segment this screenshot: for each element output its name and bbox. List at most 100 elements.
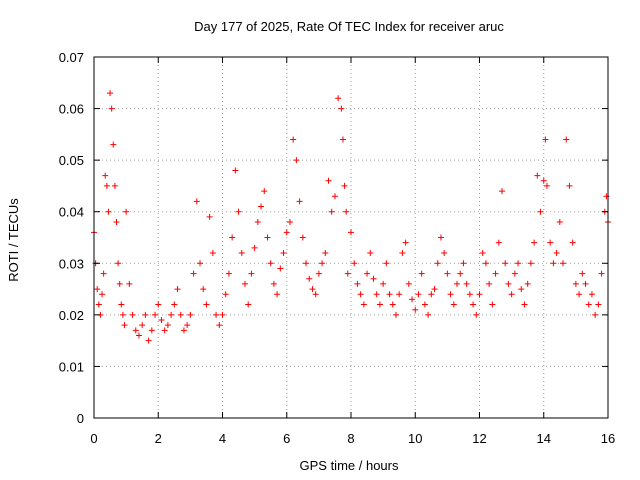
data-point: [492, 270, 499, 277]
data-point: [470, 301, 477, 308]
data-point: [164, 322, 171, 329]
data-point: [566, 182, 573, 189]
data-point: [386, 291, 393, 298]
data-point: [412, 306, 419, 313]
x-tick-label: 4: [219, 431, 226, 446]
data-point: [111, 182, 118, 189]
data-point: [229, 234, 236, 241]
data-point: [476, 291, 483, 298]
data-point: [213, 311, 220, 318]
data-point: [108, 105, 115, 112]
data-point: [521, 301, 528, 308]
data-point: [588, 291, 595, 298]
data-point: [335, 95, 342, 102]
data-point: [534, 172, 541, 179]
data-point: [254, 219, 261, 226]
data-point: [216, 322, 223, 329]
data-point: [389, 301, 396, 308]
data-point: [421, 301, 428, 308]
data-point: [264, 234, 271, 241]
data-point: [405, 280, 412, 287]
data-point: [296, 198, 303, 205]
data-point: [556, 219, 563, 226]
data-point: [447, 291, 454, 298]
y-tick-label: 0.03: [59, 256, 84, 271]
data-point: [123, 208, 130, 215]
data-point: [542, 136, 549, 143]
data-point: [508, 291, 515, 298]
data-point: [505, 280, 512, 287]
x-tick-label: 6: [283, 431, 290, 446]
data-point: [572, 280, 579, 287]
y-tick-label: 0: [77, 411, 84, 426]
data-point: [595, 301, 602, 308]
data-point: [409, 296, 416, 303]
data-point: [306, 275, 313, 282]
data-point: [219, 311, 226, 318]
data-point: [354, 280, 361, 287]
data-point: [274, 291, 281, 298]
data-point: [193, 198, 200, 205]
x-tick-label: 12: [472, 431, 486, 446]
data-point: [267, 260, 274, 267]
data-point: [473, 311, 480, 318]
data-point: [110, 141, 117, 148]
data-point: [280, 249, 287, 256]
data-point: [418, 270, 425, 277]
data-point: [579, 270, 586, 277]
data-point: [187, 311, 194, 318]
data-point: [460, 260, 467, 267]
data-point: [338, 105, 345, 112]
data-point: [563, 136, 570, 143]
axis-ticks: [93, 56, 609, 419]
data-point: [444, 270, 451, 277]
data-point: [598, 270, 605, 277]
data-point: [396, 291, 403, 298]
data-point: [290, 136, 297, 143]
data-point: [547, 239, 554, 246]
data-point: [180, 327, 187, 334]
data-point: [190, 270, 197, 277]
data-point: [531, 239, 538, 246]
x-axis-label: GPS time / hours: [300, 458, 399, 473]
data-point: [245, 301, 252, 308]
data-point: [482, 260, 489, 267]
data-point: [129, 311, 136, 318]
data-point: [299, 234, 306, 241]
data-point: [100, 270, 107, 277]
data-point: [328, 208, 335, 215]
data-point: [116, 280, 123, 287]
data-point: [343, 208, 350, 215]
data-point: [171, 301, 178, 308]
data-point: [585, 301, 592, 308]
data-point: [312, 291, 319, 298]
data-point: [502, 260, 509, 267]
data-point: [94, 286, 101, 293]
data-point: [537, 208, 544, 215]
y-tick-label: 0.06: [59, 102, 84, 117]
data-point: [360, 301, 367, 308]
x-tick-label: 10: [408, 431, 422, 446]
data-point: [392, 311, 399, 318]
data-point: [495, 239, 502, 246]
data-point: [115, 260, 122, 267]
data-point: [303, 260, 310, 267]
data-point: [373, 291, 380, 298]
data-point: [132, 327, 139, 334]
y-tick-labels: 0 0.01 0.02 0.03 0.04 0.05 0.06 0.07: [59, 50, 84, 426]
data-point: [270, 280, 277, 287]
data-point: [431, 286, 438, 293]
data-point: [235, 208, 242, 215]
y-tick-label: 0.07: [59, 50, 84, 65]
data-point: [113, 219, 120, 226]
data-point: [139, 322, 146, 329]
data-point: [415, 291, 422, 298]
data-point: [197, 260, 204, 267]
data-point: [498, 188, 505, 195]
data-point: [155, 301, 162, 308]
data-point: [209, 249, 216, 256]
data-point: [118, 301, 125, 308]
data-point: [450, 301, 457, 308]
data-point: [248, 270, 255, 277]
